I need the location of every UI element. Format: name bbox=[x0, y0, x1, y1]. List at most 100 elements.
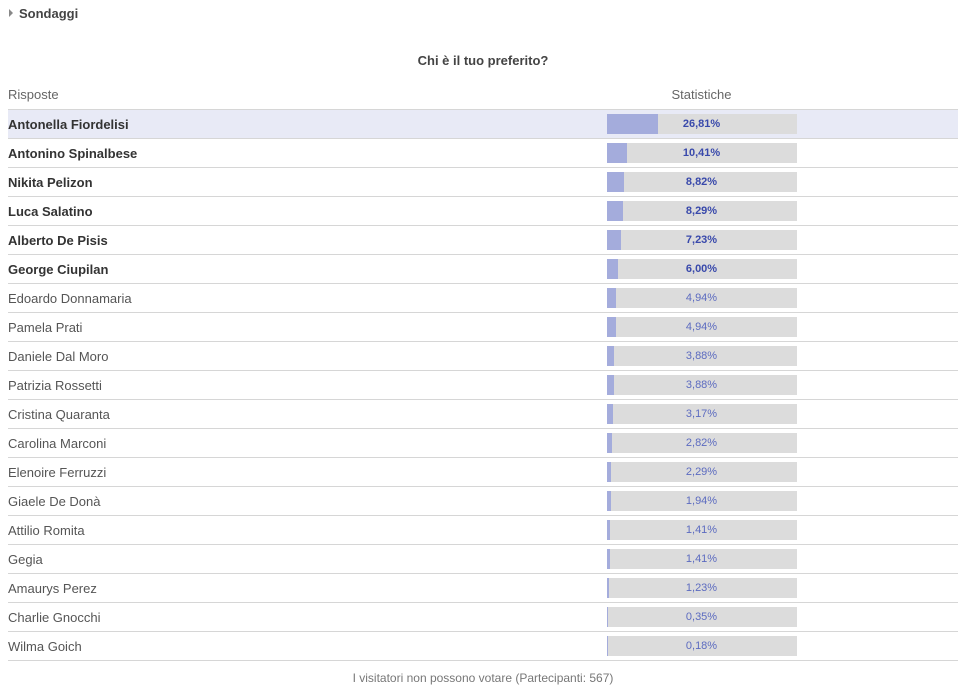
result-percentage: 2,82% bbox=[685, 437, 718, 449]
caret-right-icon bbox=[9, 9, 13, 17]
result-bar-fill bbox=[606, 636, 608, 656]
result-bar-fill bbox=[606, 433, 612, 453]
result-bar: 8,29% bbox=[606, 201, 797, 221]
result-bar-fill bbox=[606, 520, 610, 540]
answer-name: Wilma Goich bbox=[8, 631, 511, 661]
answer-name: Pamela Prati bbox=[8, 312, 511, 342]
spacer-cell bbox=[892, 399, 958, 429]
result-bar: 10,41% bbox=[606, 143, 797, 163]
result-bar: 3,88% bbox=[606, 375, 797, 395]
spacer-cell bbox=[892, 167, 958, 197]
answer-row: Charlie Gnocchi 0,35% bbox=[8, 602, 958, 632]
answer-name: Cristina Quaranta bbox=[8, 399, 511, 429]
result-percentage: 1,94% bbox=[685, 495, 718, 507]
answer-row: Alberto De Pisis 7,23% bbox=[8, 225, 958, 255]
answer-name: Daniele Dal Moro bbox=[8, 341, 511, 371]
spacer-cell bbox=[892, 196, 958, 226]
result-bar: 0,18% bbox=[606, 636, 797, 656]
answer-row: Antonella Fiordelisi 26,81% bbox=[8, 109, 958, 139]
answer-stat-cell: 3,88% bbox=[511, 370, 892, 400]
answer-row: George Ciupilan 6,00% bbox=[8, 254, 958, 284]
answer-name: Charlie Gnocchi bbox=[8, 602, 511, 632]
answer-name: Giaele De Donà bbox=[8, 486, 511, 516]
answer-stat-cell: 3,88% bbox=[511, 341, 892, 371]
answer-row: Pamela Prati 4,94% bbox=[8, 312, 958, 342]
result-bar: 26,81% bbox=[606, 114, 797, 134]
result-percentage: 1,41% bbox=[685, 553, 718, 565]
spacer-cell bbox=[892, 312, 958, 342]
result-bar: 8,82% bbox=[606, 172, 797, 192]
result-percentage: 3,17% bbox=[685, 408, 718, 420]
answer-name: Edoardo Donnamaria bbox=[8, 283, 511, 313]
answer-stat-cell: 26,81% bbox=[511, 109, 892, 139]
answer-stat-cell: 1,23% bbox=[511, 573, 892, 603]
result-bar: 4,94% bbox=[606, 317, 797, 337]
spacer-cell bbox=[892, 631, 958, 661]
answer-name: Antonino Spinalbese bbox=[8, 138, 511, 168]
answer-row: Edoardo Donnamaria 4,94% bbox=[8, 283, 958, 313]
answer-name: Gegia bbox=[8, 544, 511, 574]
result-bar: 4,94% bbox=[606, 288, 797, 308]
result-percentage: 4,94% bbox=[685, 321, 718, 333]
answer-row: Carolina Marconi 2,82% bbox=[8, 428, 958, 458]
result-bar-fill bbox=[606, 114, 658, 134]
answer-name: Amaurys Perez bbox=[8, 573, 511, 603]
answer-row: Daniele Dal Moro 3,88% bbox=[8, 341, 958, 371]
answer-row: Amaurys Perez 1,23% bbox=[8, 573, 958, 603]
result-percentage: 3,88% bbox=[685, 350, 718, 362]
result-percentage: 1,41% bbox=[685, 524, 718, 536]
answer-stat-cell: 1,94% bbox=[511, 486, 892, 516]
answer-row: Wilma Goich 0,18% bbox=[8, 631, 958, 661]
answer-stat-cell: 1,41% bbox=[511, 515, 892, 545]
result-percentage: 7,23% bbox=[685, 234, 718, 246]
result-percentage: 0,35% bbox=[685, 611, 718, 623]
answer-name: Luca Salatino bbox=[8, 196, 511, 226]
result-bar: 3,17% bbox=[606, 404, 797, 424]
spacer-cell bbox=[892, 515, 958, 545]
answer-stat-cell: 4,94% bbox=[511, 283, 892, 313]
result-bar: 2,82% bbox=[606, 433, 797, 453]
answer-stat-cell: 3,17% bbox=[511, 399, 892, 429]
spacer-column-header bbox=[892, 80, 958, 110]
poll-question: Chi è il tuo preferito? bbox=[417, 53, 549, 68]
answer-row: Luca Salatino 8,29% bbox=[8, 196, 958, 226]
answer-stat-cell: 2,29% bbox=[511, 457, 892, 487]
spacer-cell bbox=[892, 254, 958, 284]
result-bar: 3,88% bbox=[606, 346, 797, 366]
result-bar: 1,41% bbox=[606, 549, 797, 569]
spacer-cell bbox=[892, 486, 958, 516]
poll-results-table: Risposte Statistiche Antonella Fiordelis… bbox=[8, 80, 958, 661]
stats-column-header: Statistiche bbox=[511, 80, 892, 110]
result-percentage: 2,29% bbox=[685, 466, 718, 478]
spacer-cell bbox=[892, 283, 958, 313]
result-bar: 1,23% bbox=[606, 578, 797, 598]
answer-row: Gegia 1,41% bbox=[8, 544, 958, 574]
answer-row: Antonino Spinalbese 10,41% bbox=[8, 138, 958, 168]
spacer-cell bbox=[892, 573, 958, 603]
result-percentage: 1,23% bbox=[685, 582, 718, 594]
answer-name: Attilio Romita bbox=[8, 515, 511, 545]
answer-stat-cell: 10,41% bbox=[511, 138, 892, 168]
answer-stat-cell: 0,18% bbox=[511, 631, 892, 661]
result-bar-fill bbox=[606, 491, 611, 511]
spacer-cell bbox=[892, 225, 958, 255]
result-percentage: 8,29% bbox=[685, 205, 718, 217]
answer-row: Patrizia Rossetti 3,88% bbox=[8, 370, 958, 400]
result-percentage: 10,41% bbox=[682, 147, 721, 159]
poll-footer-note: I visitatori non possono votare (Parteci… bbox=[352, 671, 614, 685]
answer-name: George Ciupilan bbox=[8, 254, 511, 284]
result-percentage: 0,18% bbox=[685, 640, 718, 652]
answer-name: Antonella Fiordelisi bbox=[8, 109, 511, 139]
result-bar-fill bbox=[606, 404, 613, 424]
answer-name: Patrizia Rossetti bbox=[8, 370, 511, 400]
spacer-cell bbox=[892, 602, 958, 632]
poll-header-row: Risposte Statistiche bbox=[8, 80, 958, 110]
polls-widget-header[interactable]: Sondaggi bbox=[9, 5, 78, 21]
result-bar: 2,29% bbox=[606, 462, 797, 482]
answer-row: Elenoire Ferruzzi 2,29% bbox=[8, 457, 958, 487]
spacer-cell bbox=[892, 370, 958, 400]
result-bar: 6,00% bbox=[606, 259, 797, 279]
result-percentage: 8,82% bbox=[685, 176, 718, 188]
result-percentage: 6,00% bbox=[685, 263, 718, 275]
answer-name: Carolina Marconi bbox=[8, 428, 511, 458]
